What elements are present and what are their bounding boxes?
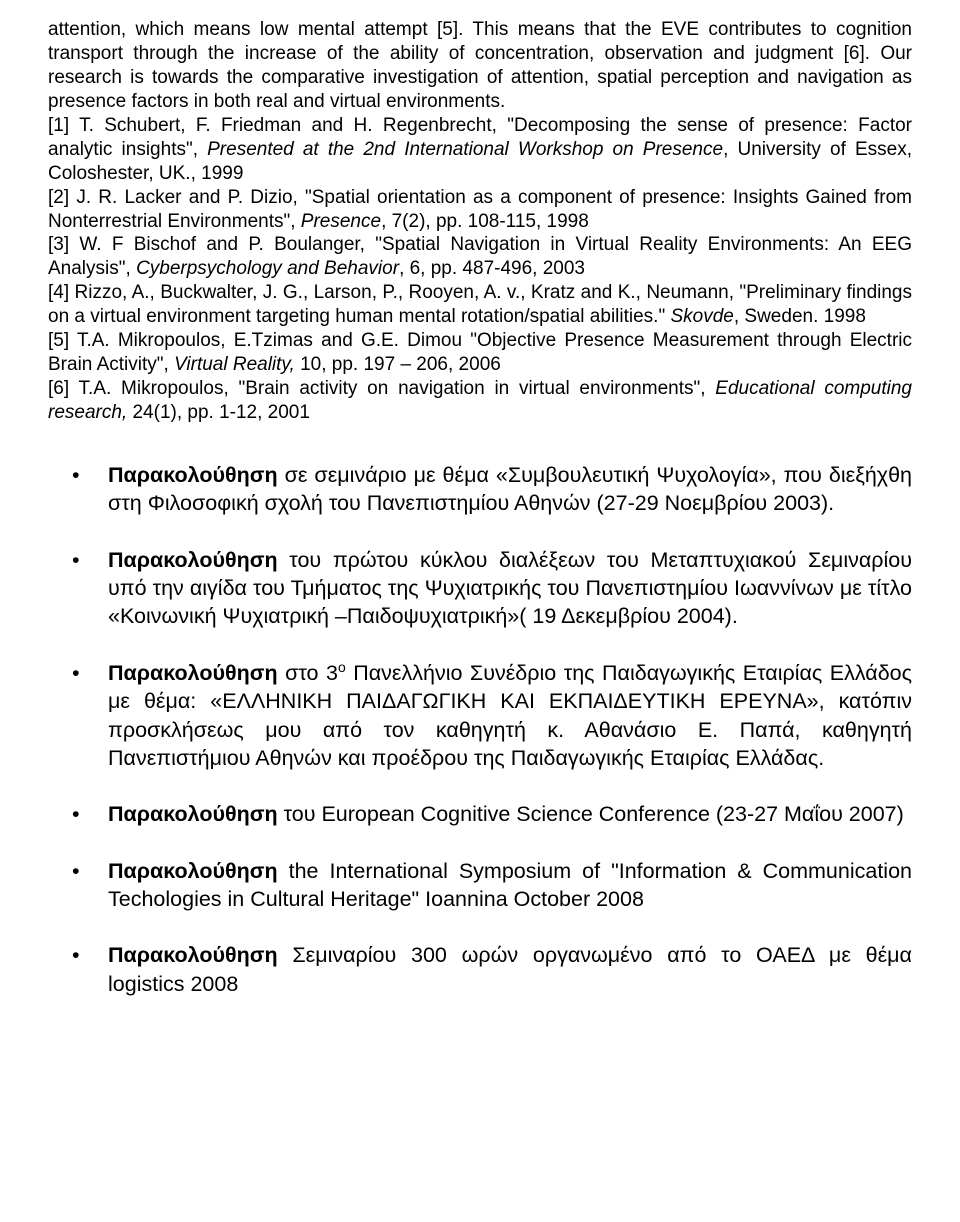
ref-2-i: Presence: [301, 211, 381, 232]
ref-3-i: Cyberpsychology and Behavior: [136, 258, 399, 279]
intro-text: attention, which means low mental attemp…: [48, 19, 912, 112]
ref-4: [4] Rizzo, A., Buckwalter, J. G., Larson…: [48, 281, 912, 329]
bullet-3-bold: Παρακολούθηση: [108, 661, 278, 685]
ref-5-b: 10, pp. 197 – 206, 2006: [295, 354, 501, 375]
bullet-1-bold: Παρακολούθηση: [108, 463, 278, 487]
intro-paragraph: attention, which means low mental attemp…: [48, 18, 912, 114]
bullet-item-4: Παρακολούθηση του European Cognitive Sci…: [48, 800, 912, 828]
ref-6-b: 24(1), pp. 1-12, 2001: [127, 402, 310, 423]
bullet-4-rest: του European Cognitive Science Conferenc…: [278, 802, 904, 826]
bullet-item-5: Παρακολούθηση the International Symposiu…: [48, 857, 912, 914]
bullet-item-6: Παρακολούθηση Σεμιναρίου 300 ωρών οργανω…: [48, 941, 912, 998]
bullet-item-2: Παρακολούθηση του πρώτου κύκλου διαλέξεω…: [48, 546, 912, 631]
ref-3-b: , 6, pp. 487-496, 2003: [399, 258, 585, 279]
ref-1: [1] T. Schubert, F. Friedman and H. Rege…: [48, 114, 912, 186]
ref-4-i: Skovde: [670, 306, 733, 327]
bullet-3-mid: στο 3: [278, 661, 338, 685]
ref-2-b: , 7(2), pp. 108-115, 1998: [381, 211, 589, 232]
bullet-item-1: Παρακολούθηση σε σεμινάριο με θέμα «Συμβ…: [48, 461, 912, 518]
ref-2: [2] J. R. Lacker and P. Dizio, "Spatial …: [48, 186, 912, 234]
ref-5-i: Virtual Reality,: [174, 354, 295, 375]
ref-3: [3] W. F Bischof and P. Boulanger, "Spat…: [48, 233, 912, 281]
bullet-item-3: Παρακολούθηση στο 3ο Πανελλήνιο Συνέδριο…: [48, 659, 912, 773]
bullet-2-bold: Παρακολούθηση: [108, 548, 278, 572]
references-block: [1] T. Schubert, F. Friedman and H. Rege…: [48, 114, 912, 425]
ref-6: [6] T.A. Mikropoulos, "Brain activity on…: [48, 377, 912, 425]
bullet-list: Παρακολούθηση σε σεμινάριο με θέμα «Συμβ…: [48, 461, 912, 998]
bullet-5-bold: Παρακολούθηση: [108, 859, 278, 883]
ref-4-b: , Sweden. 1998: [734, 306, 866, 327]
ref-5: [5] T.A. Mikropoulos, E.Tzimas and G.E. …: [48, 329, 912, 377]
ref-6-a: [6] T.A. Mikropoulos, "Brain activity on…: [48, 378, 715, 399]
bullet-6-bold: Παρακολούθηση: [108, 943, 278, 967]
ref-1-i: Presented at the 2nd International Works…: [207, 139, 723, 160]
bullet-3-sup: ο: [338, 659, 346, 675]
bullet-4-bold: Παρακολούθηση: [108, 802, 278, 826]
